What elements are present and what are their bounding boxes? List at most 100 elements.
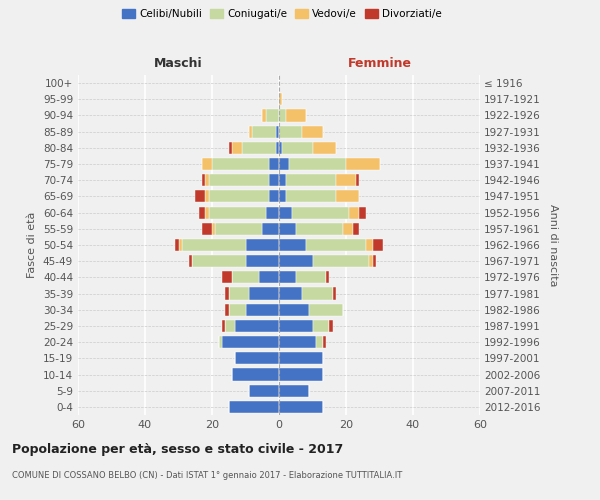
Bar	[245, 239, 279, 251]
Bar	[316, 336, 323, 348]
Bar	[188, 255, 192, 268]
Bar	[212, 158, 269, 170]
Bar	[302, 126, 323, 138]
Bar	[309, 304, 343, 316]
Bar	[296, 222, 343, 235]
Bar	[245, 255, 279, 268]
Bar	[229, 401, 279, 413]
Bar	[222, 320, 226, 332]
Bar	[226, 320, 235, 332]
Text: Popolazione per età, sesso e stato civile - 2017: Popolazione per età, sesso e stato civil…	[12, 442, 343, 456]
Bar	[336, 174, 356, 186]
Y-axis label: Anni di nascita: Anni di nascita	[548, 204, 557, 286]
Text: COMUNE DI COSSANO BELBO (CN) - Dati ISTAT 1° gennaio 2017 - Elaborazione TUTTITA: COMUNE DI COSSANO BELBO (CN) - Dati ISTA…	[12, 471, 402, 480]
Bar	[356, 174, 359, 186]
Bar	[313, 142, 336, 154]
Bar	[275, 126, 279, 138]
Bar	[313, 320, 329, 332]
Bar	[329, 320, 332, 332]
Bar	[249, 384, 279, 397]
Bar	[353, 222, 359, 235]
Bar	[279, 174, 286, 186]
Bar	[279, 142, 283, 154]
Bar	[279, 222, 296, 235]
Bar	[279, 336, 316, 348]
Bar	[232, 272, 259, 283]
Bar	[279, 206, 292, 218]
Bar	[202, 158, 212, 170]
Bar	[279, 110, 286, 122]
Bar	[279, 239, 306, 251]
Bar	[269, 190, 279, 202]
Bar	[245, 304, 279, 316]
Bar	[279, 401, 323, 413]
Bar	[229, 288, 249, 300]
Bar	[192, 255, 245, 268]
Bar	[269, 174, 279, 186]
Bar	[222, 336, 279, 348]
Bar	[275, 142, 279, 154]
Bar	[269, 158, 279, 170]
Bar	[279, 384, 309, 397]
Bar	[292, 206, 349, 218]
Bar	[175, 239, 179, 251]
Text: Femmine: Femmine	[347, 57, 412, 70]
Bar	[279, 368, 323, 380]
Bar	[205, 190, 209, 202]
Bar	[359, 206, 366, 218]
Bar	[373, 239, 383, 251]
Bar	[266, 110, 279, 122]
Bar	[209, 174, 269, 186]
Text: Maschi: Maschi	[154, 57, 203, 70]
Bar	[302, 288, 332, 300]
Bar	[232, 142, 242, 154]
Bar	[279, 158, 289, 170]
Bar	[235, 352, 279, 364]
Bar	[286, 190, 336, 202]
Bar	[279, 126, 302, 138]
Bar	[226, 288, 229, 300]
Bar	[279, 272, 296, 283]
Bar	[262, 222, 279, 235]
Bar	[296, 272, 326, 283]
Bar	[289, 158, 346, 170]
Bar	[370, 255, 373, 268]
Bar	[313, 255, 370, 268]
Bar	[226, 304, 229, 316]
Bar	[279, 304, 309, 316]
Bar	[205, 206, 209, 218]
Bar	[262, 110, 266, 122]
Bar	[279, 93, 283, 106]
Bar	[279, 320, 313, 332]
Bar	[346, 158, 380, 170]
Y-axis label: Fasce di età: Fasce di età	[28, 212, 37, 278]
Bar	[323, 336, 326, 348]
Bar	[306, 239, 366, 251]
Bar	[229, 304, 245, 316]
Bar	[229, 142, 232, 154]
Bar	[209, 206, 266, 218]
Bar	[252, 126, 275, 138]
Bar	[205, 174, 209, 186]
Bar	[249, 288, 279, 300]
Legend: Celibi/Nubili, Coniugati/e, Vedovi/e, Divorziati/e: Celibi/Nubili, Coniugati/e, Vedovi/e, Di…	[118, 5, 446, 24]
Bar	[326, 272, 329, 283]
Bar	[373, 255, 376, 268]
Bar	[219, 336, 222, 348]
Bar	[179, 239, 182, 251]
Bar	[212, 222, 215, 235]
Bar	[182, 239, 245, 251]
Bar	[279, 288, 302, 300]
Bar	[349, 206, 359, 218]
Bar	[209, 190, 269, 202]
Bar	[242, 142, 275, 154]
Bar	[336, 190, 359, 202]
Bar	[202, 222, 212, 235]
Bar	[199, 206, 205, 218]
Bar	[332, 288, 336, 300]
Bar	[259, 272, 279, 283]
Bar	[279, 352, 323, 364]
Bar	[279, 255, 313, 268]
Bar	[286, 110, 306, 122]
Bar	[279, 190, 286, 202]
